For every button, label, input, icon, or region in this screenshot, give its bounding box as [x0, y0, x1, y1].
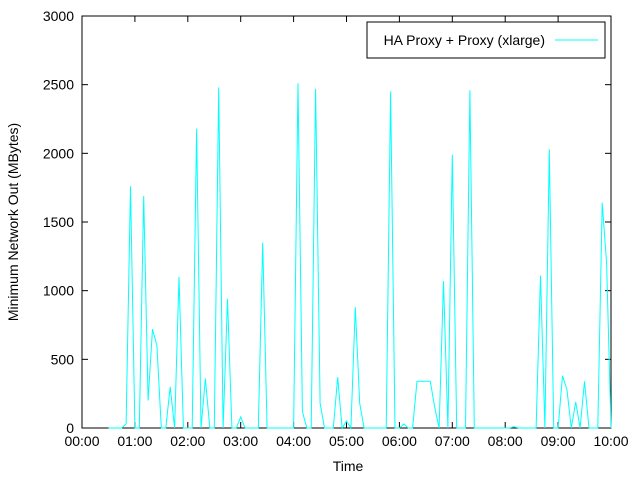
series-line	[108, 83, 612, 430]
x-tick-label: 01:00	[117, 433, 152, 449]
x-tick-label: 05:00	[329, 433, 364, 449]
x-axis: 00:00 01:00 02:00 03:00 04:00 05:00 06:00 07:00…	[64, 16, 629, 449]
x-tick-label: 09:00	[541, 433, 576, 449]
y-tick-label: 1000	[43, 283, 74, 299]
x-tick-label: 08:00	[488, 433, 523, 449]
series-layer	[108, 83, 612, 430]
legend-label: HA Proxy + Proxy (xlarge)	[384, 32, 545, 48]
x-tick-label: 04:00	[276, 433, 311, 449]
x-tick-label: 10:00	[593, 433, 628, 449]
y-tick-label: 0	[66, 420, 74, 436]
x-tick-label: 00:00	[64, 433, 99, 449]
plot-area	[81, 15, 612, 429]
x-axis-title: Time	[333, 458, 364, 474]
x-tick-label: 03:00	[223, 433, 258, 449]
x-tick-label: 07:00	[435, 433, 470, 449]
legend: HA Proxy + Proxy (xlarge)	[366, 21, 606, 59]
y-tick-label: 2000	[43, 145, 74, 161]
y-tick-label: 1500	[43, 214, 74, 230]
y-axis: 0 500 1000 1500 2000 2500 3000	[43, 8, 611, 436]
x-tick-label: 02:00	[170, 433, 205, 449]
y-tick-label: 2500	[43, 77, 74, 93]
y-tick-label: 500	[51, 351, 75, 367]
y-tick-label: 3000	[43, 8, 74, 24]
plot-frame	[81, 15, 612, 429]
x-tick-label: 06:00	[382, 433, 417, 449]
y-axis-title: Minimum Network Out (MBytes)	[5, 123, 21, 321]
